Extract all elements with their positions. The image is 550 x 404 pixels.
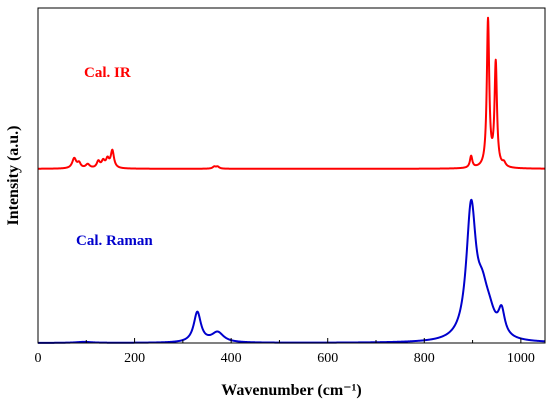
- series-line-ir: [37, 16, 546, 170]
- axes: [37, 7, 546, 344]
- x-tick-label: 800: [414, 351, 435, 366]
- y-axis-title: Intensity (a.u.): [5, 125, 22, 225]
- series-line-raman: [37, 198, 546, 344]
- series-label-ir: Cal. IR: [84, 65, 131, 81]
- axis-frame: [37, 7, 546, 344]
- x-axis-ticks: 0 200 400 600 800 1000: [35, 338, 535, 366]
- x-tick-label: 200: [124, 351, 145, 366]
- x-tick-label: 1000: [507, 351, 535, 366]
- x-tick-label: 0: [35, 351, 42, 366]
- x-tick-label: 600: [317, 351, 338, 366]
- x-tick-label: 400: [221, 351, 242, 366]
- x-axis-title: Wavenumber (cm⁻¹): [221, 382, 361, 399]
- series-label-raman: Cal. Raman: [76, 233, 153, 249]
